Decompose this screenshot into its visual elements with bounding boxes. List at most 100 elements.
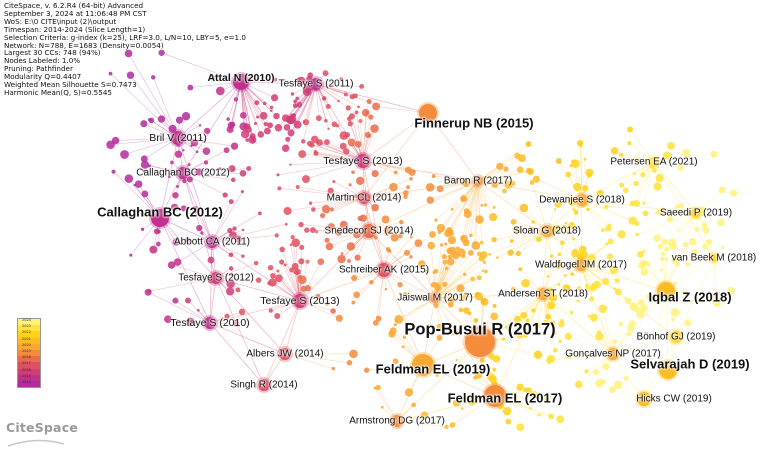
citation-link	[581, 159, 586, 201]
reference-label-feldman-2017[interactable]: Feldman EL (2017)	[447, 390, 563, 406]
reference-label-hicks-2019[interactable]: Hicks CW (2019)	[636, 393, 712, 405]
reference-node	[230, 177, 236, 183]
reference-label-attal-2010[interactable]: Attal N (2010)	[207, 72, 275, 84]
reference-node	[447, 296, 455, 304]
reference-label-abbott-2011[interactable]: Abbott CA (2011)	[174, 236, 250, 248]
cited-reference-node-bonhof-2019[interactable]	[668, 329, 684, 345]
reference-node	[410, 235, 413, 239]
reference-label-finnerup-2015[interactable]: Finnerup NB (2015)	[414, 115, 534, 131]
cited-reference-node-tesfaye-2011[interactable]	[308, 76, 324, 92]
reference-node	[405, 366, 408, 370]
cited-reference-node-tesfaye-2012[interactable]	[208, 270, 224, 286]
reference-label-baron-2017[interactable]: Baron R (2017)	[443, 175, 513, 187]
reference-label-albers-2014[interactable]: Albers JW (2014)	[246, 348, 324, 360]
reference-label-bonhof-2019[interactable]: Bönhof GJ (2019)	[636, 331, 716, 343]
reference-label-tesfaye-2013a[interactable]: Tesfaye S (2013)	[323, 155, 403, 167]
citation-link	[310, 197, 365, 204]
reference-label-sloan-2018[interactable]: Sloan G (2018)	[513, 225, 581, 237]
reference-label-callaghan-2012a[interactable]: Callaghan BC (2012)	[136, 167, 230, 179]
cited-reference-node-callaghan-2012b[interactable]	[149, 207, 171, 229]
cited-reference-node-selvarajah-2019[interactable]	[657, 359, 679, 381]
cited-reference-node-bril-2011[interactable]	[169, 129, 187, 147]
cited-reference-node-callaghan-2012a[interactable]	[175, 165, 191, 181]
reference-node	[670, 308, 680, 317]
reference-label-tesfaye-2013b[interactable]: Tesfaye S (2013)	[260, 295, 340, 307]
cited-reference-node-petersen-2021[interactable]	[647, 155, 661, 169]
reference-label-singh-2014[interactable]: Singh R (2014)	[230, 379, 298, 391]
reference-node	[509, 239, 514, 243]
cited-reference-node-tesfaye-2013a[interactable]	[354, 152, 372, 170]
reference-node	[414, 239, 423, 247]
reference-label-goncalves-2017[interactable]: Gonçalves NP (2017)	[565, 348, 661, 360]
cited-reference-node-armstrong-2017[interactable]	[389, 413, 405, 429]
reference-node	[489, 213, 498, 222]
reference-node	[729, 189, 738, 197]
cited-reference-node-snedecor-2014[interactable]	[360, 222, 378, 240]
reference-node	[635, 158, 641, 163]
reference-node	[227, 227, 233, 234]
cited-reference-node-tesfaye-2010[interactable]	[202, 315, 218, 331]
citation-link	[302, 83, 317, 142]
reference-label-vanbeek-2018[interactable]: van Beek M (2018)	[671, 252, 757, 264]
reference-label-andersen-2018[interactable]: Andersen ST (2018)	[498, 288, 588, 300]
reference-label-snedecor-2014[interactable]: Snedecor SJ (2014)	[324, 225, 414, 237]
cited-reference-node-saeedi-2019[interactable]	[689, 206, 703, 220]
reference-label-tesfaye-2010[interactable]: Tesfaye S (2010)	[170, 317, 250, 329]
citation-link	[300, 224, 370, 232]
reference-label-dewanjee-2018[interactable]: Dewanjee S (2018)	[539, 194, 625, 206]
cited-reference-node-goncalves-2017[interactable]	[605, 346, 621, 362]
cited-reference-node-martin-2014[interactable]	[356, 190, 372, 206]
cited-reference-node-waldfogel-2017[interactable]	[573, 257, 589, 273]
citation-link	[316, 230, 370, 233]
reference-label-martin-2014[interactable]: Martin CL (2014)	[326, 192, 402, 204]
reference-label-schreiber-2015[interactable]: Schreiber AK (2015)	[338, 264, 430, 276]
reference-node	[568, 222, 576, 230]
cited-reference-node-dewanjee-2018[interactable]	[574, 192, 590, 208]
reference-label-tesfaye-2012[interactable]: Tesfaye S (2012)	[178, 272, 254, 284]
reference-node	[721, 245, 725, 249]
reference-node	[253, 121, 258, 126]
reference-node	[170, 160, 174, 165]
run-date-line: September 3, 2024 at 11:06:48 PM CST	[4, 8, 147, 18]
reference-label-bril-2011[interactable]: Bril V (2011)	[149, 132, 207, 144]
reference-label-jaiswal-2017[interactable]: Jaiswal M (2017)	[397, 292, 473, 304]
reference-label-feldman-2019[interactable]: Feldman EL (2019)	[375, 361, 491, 377]
cited-reference-node-hicks-2019[interactable]	[635, 390, 653, 408]
reference-node	[503, 166, 509, 172]
reference-label-waldfogel-2017[interactable]: Waldfogel JM (2017)	[535, 259, 627, 271]
reference-label-iqbal-2018[interactable]: Iqbal Z (2018)	[648, 289, 732, 305]
citation-link	[531, 182, 548, 232]
reference-label-callaghan-2012b[interactable]: Callaghan BC (2012)	[97, 204, 223, 220]
reference-node	[354, 110, 359, 115]
reference-node	[176, 185, 179, 188]
reference-node	[287, 115, 297, 124]
citation-link	[692, 241, 715, 259]
cited-reference-node-popbusui-2017[interactable]	[463, 325, 497, 359]
cited-reference-node-baron-2017[interactable]	[471, 174, 485, 188]
reference-label-tesfaye-2011[interactable]: Tesfaye S (2011)	[278, 78, 354, 90]
cited-reference-node-jaiswal-2017[interactable]	[428, 291, 442, 305]
cited-reference-node-andersen-2018[interactable]	[535, 286, 551, 302]
cited-reference-node-attal-2010[interactable]	[231, 72, 251, 92]
cited-reference-node-singh-2014[interactable]	[256, 377, 272, 393]
citation-link	[713, 257, 732, 292]
cited-reference-node-sloan-2018[interactable]	[539, 223, 555, 239]
reference-node	[276, 269, 280, 273]
reference-node	[642, 210, 649, 217]
reference-node	[307, 72, 314, 79]
cited-reference-node-feldman-2019[interactable]	[410, 352, 436, 378]
cited-reference-node-vanbeek-2018[interactable]	[708, 252, 720, 264]
cited-reference-node-albers-2014[interactable]	[277, 346, 293, 362]
cited-reference-node-feldman-2017[interactable]	[482, 383, 508, 409]
reference-label-petersen-2021[interactable]: Petersen EA (2021)	[610, 156, 698, 168]
cited-reference-node-schreiber-2015[interactable]	[375, 261, 393, 279]
reference-label-armstrong-2017[interactable]: Armstrong DG (2017)	[349, 415, 445, 427]
cited-reference-node-tesfaye-2013b[interactable]	[291, 292, 309, 310]
reference-label-selvarajah-2019[interactable]: Selvarajah D (2019)	[630, 356, 750, 372]
reference-label-popbusui-2017[interactable]: Pop-Busui R (2017)	[404, 320, 556, 339]
cited-reference-node-finnerup-2015[interactable]	[417, 102, 439, 124]
reference-label-saeedi-2019[interactable]: Saeedi P (2019)	[659, 207, 733, 219]
cited-reference-node-iqbal-2018[interactable]	[655, 280, 677, 302]
cited-reference-node-abbott-2011[interactable]	[204, 234, 220, 250]
